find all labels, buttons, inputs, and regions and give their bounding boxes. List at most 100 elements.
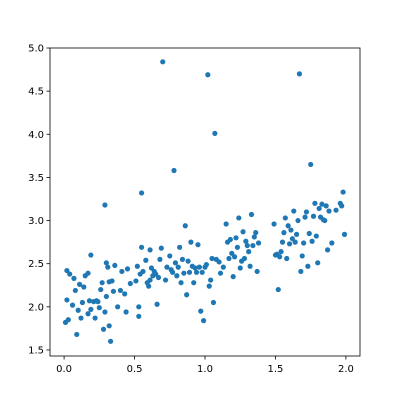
scatter-point-168 (323, 203, 329, 209)
scatter-point-139 (282, 215, 288, 221)
scatter-point-72 (169, 269, 176, 275)
scatter-point-52 (138, 190, 145, 196)
scatter-point-8 (74, 331, 80, 338)
x-tick-label: 0.0 (56, 364, 72, 375)
scatter-point-4 (67, 271, 73, 277)
scatter-point-81 (182, 223, 188, 229)
scatter-point-98 (206, 283, 212, 289)
scatter-point-6 (71, 275, 77, 281)
scatter-point-12 (79, 299, 86, 306)
scatter-point-19 (88, 252, 94, 258)
scatter-point-110 (227, 236, 233, 243)
scatter-point-115 (234, 244, 241, 250)
scatter-point-121 (243, 238, 249, 244)
scatter-point-84 (186, 269, 193, 275)
scatter-point-90 (195, 242, 201, 248)
scatter-point-93 (199, 269, 205, 275)
scatter-point-26 (99, 280, 105, 286)
scatter-point-137 (279, 239, 286, 245)
scatter-point-149 (296, 71, 303, 77)
scatter-point-32 (105, 264, 111, 270)
scatter-point-53 (140, 268, 146, 275)
scatter-point-74 (172, 260, 179, 266)
scatter-point-158 (309, 238, 315, 244)
scatter-point-106 (220, 264, 226, 270)
scatter-point-128 (253, 230, 259, 236)
scatter-point-119 (240, 229, 246, 235)
scatter-point-65 (157, 256, 163, 262)
scatter-point-157 (308, 161, 314, 168)
y-tick-label: 2.0 (28, 302, 44, 313)
scatter-point-111 (229, 250, 235, 256)
scatter-point-175 (340, 189, 346, 195)
scatter-point-25 (98, 286, 104, 293)
scatter-point-2 (64, 297, 70, 303)
scatter-point-42 (122, 291, 128, 297)
scatter-point-146 (292, 239, 298, 245)
scatter-point-169 (324, 247, 331, 253)
x-tick-label: 2.0 (338, 364, 354, 375)
scatter-point-58 (147, 247, 153, 253)
scatter-point-138 (281, 230, 287, 236)
scatter-point-70 (167, 253, 173, 259)
scatter-point-57 (147, 277, 153, 283)
scatter-point-124 (247, 263, 253, 269)
axis-ticks: 0.0 0.5 1.0 1.5 2.0 1.5 2.0 2.5 3.0 3.5 4.0 4.5 5.0 (28, 44, 354, 376)
scatter-point-15 (85, 270, 91, 276)
scatter-point-59 (148, 265, 155, 271)
scatter-point-56 (146, 283, 152, 289)
scatter-point-17 (86, 298, 93, 304)
scatter-point-13 (81, 284, 87, 290)
scatter-point-165 (319, 201, 325, 207)
scatter-point-64 (155, 274, 162, 281)
scatter-point-63 (154, 301, 160, 307)
x-tick-label: 0.5 (127, 364, 143, 375)
scatter-point-130 (255, 240, 262, 246)
scatter-point-143 (288, 227, 294, 233)
scatter-point-147 (293, 231, 300, 237)
scatter-point-104 (216, 259, 222, 265)
scatter-point-94 (200, 318, 207, 324)
scatter-point-176 (341, 231, 348, 237)
scatter-point-54 (143, 257, 149, 263)
scatter-point-78 (178, 280, 184, 286)
scatter-point-49 (136, 313, 142, 319)
scatter-point-66 (158, 245, 164, 251)
scatter-point-79 (179, 256, 186, 262)
scatter-point-140 (284, 255, 290, 262)
y-tick-label: 3.0 (28, 216, 44, 227)
scatter-point-141 (285, 223, 291, 229)
scatter-point-76 (175, 264, 181, 270)
scatter-point-24 (96, 305, 102, 311)
scatter-point-51 (138, 244, 145, 250)
scatter-points (62, 59, 348, 344)
scatter-point-114 (233, 235, 239, 241)
y-tick-label: 5.0 (28, 44, 44, 55)
scatter-point-142 (286, 241, 293, 247)
scatter-point-80 (181, 270, 187, 276)
scatter-point-11 (78, 315, 84, 321)
scatter-point-162 (315, 260, 321, 266)
scatter-point-18 (88, 306, 94, 313)
y-tick-label: 4.5 (28, 87, 44, 98)
scatter-point-125 (248, 211, 255, 218)
scatter-point-46 (133, 278, 139, 284)
scatter-point-126 (250, 242, 256, 249)
scatter-point-89 (193, 269, 200, 275)
scatter-point-156 (306, 230, 312, 237)
scatter-point-101 (210, 299, 217, 306)
scatter-point-82 (184, 292, 190, 298)
scatter-point-152 (301, 240, 307, 246)
scatter-point-45 (127, 280, 133, 287)
scatter-point-163 (316, 205, 322, 212)
x-tick-label: 1.5 (268, 364, 284, 375)
scatter-point-23 (95, 299, 101, 305)
scatter-point-44 (124, 266, 131, 272)
scatter-point-85 (188, 239, 194, 245)
scatter-point-167 (322, 217, 328, 224)
scatter-point-120 (241, 255, 248, 262)
scatter-point-39 (115, 304, 121, 310)
scatter-point-29 (102, 309, 108, 315)
